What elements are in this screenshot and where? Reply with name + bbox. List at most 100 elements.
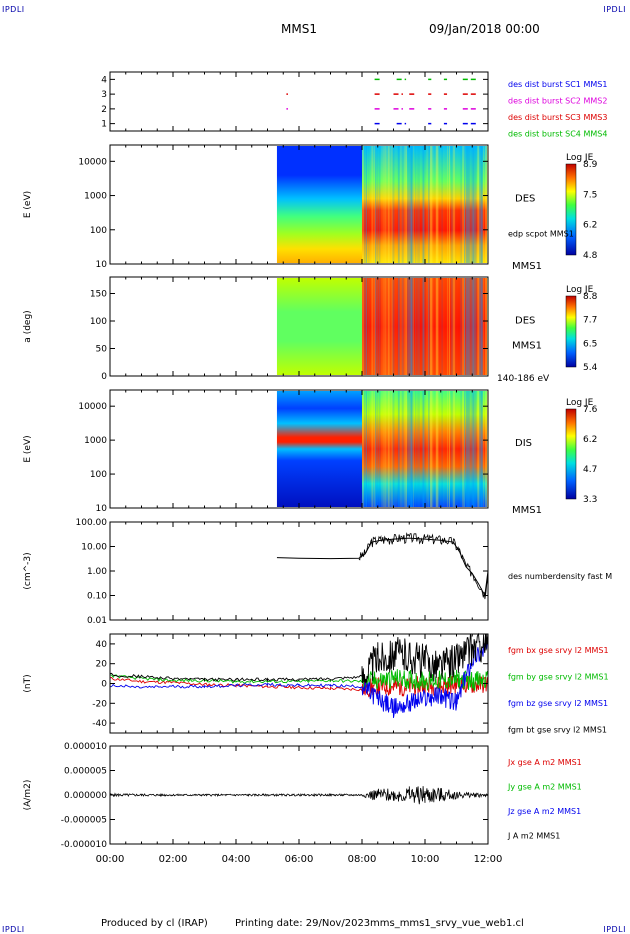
- y-tick-label: 1: [101, 120, 107, 130]
- des-energy-striation: [420, 146, 423, 263]
- des-pitch-striation: [426, 278, 430, 375]
- current-ylabel: (A/m2): [23, 780, 33, 811]
- des-pitch-striation: [411, 278, 414, 375]
- des-pitch-striation: [403, 278, 406, 375]
- des-pitch-colorbar-tick: 5.4: [583, 363, 598, 373]
- y-tick-label: 100: [90, 317, 107, 327]
- des-pitch-striation: [379, 278, 381, 375]
- fgm-series-by: [109, 669, 489, 692]
- des-pitch-striation: [434, 278, 435, 375]
- dis-energy-striation: [380, 391, 384, 507]
- y-tick-label: 1000: [84, 436, 107, 446]
- fgm-series-bz: [109, 638, 489, 718]
- des-energy-striation: [375, 146, 377, 263]
- des-energy-striation: [407, 146, 409, 263]
- des-pitch-quiet-region: [276, 278, 362, 375]
- des-pitch-ylabel: a (deg): [23, 310, 33, 342]
- dis-energy-striation: [403, 391, 406, 507]
- time-tick-label: 06:00: [285, 854, 314, 865]
- burst-legend-entry: des dist burst SC3 MMS3: [508, 113, 607, 122]
- des-energy-striation: [382, 146, 386, 263]
- fgm-ylabel: (nT): [23, 674, 33, 692]
- dis-energy-species-label: DIS: [515, 438, 532, 449]
- des-pitch-striation: [430, 278, 433, 375]
- dis-energy-striation: [471, 391, 475, 507]
- fgm-series-bx: [109, 674, 489, 698]
- des-energy-colorbar-tick: 6.2: [583, 221, 597, 231]
- y-tick-label: 10: [96, 504, 108, 514]
- des-energy-striation: [403, 146, 406, 263]
- des-energy-ylabel: E (eV): [23, 191, 33, 218]
- dis-energy-striation: [371, 391, 373, 507]
- des-pitch-striation: [416, 278, 420, 375]
- dis-energy-striation: [365, 391, 367, 507]
- dis-energy-striation: [388, 391, 390, 507]
- des-energy-striation: [439, 146, 441, 263]
- y-tick-label: 0.000005: [64, 767, 107, 777]
- des-energy-striation: [362, 146, 364, 263]
- des-pitch-striation: [447, 278, 449, 375]
- dis-energy-active-region: [362, 391, 487, 507]
- des-energy-striation: [464, 146, 466, 263]
- dis-energy-striation: [379, 391, 381, 507]
- des-energy-striation: [396, 146, 398, 263]
- des-energy-striation: [473, 146, 477, 263]
- des-pitch-striation: [481, 278, 483, 375]
- des-pitch-striation: [448, 278, 450, 375]
- des-energy-striation: [460, 146, 463, 263]
- des-pitch-striation: [367, 278, 370, 375]
- des-energy-striation: [426, 146, 430, 263]
- des-energy-striation: [413, 146, 415, 263]
- des-pitch-striation: [394, 278, 397, 375]
- time-tick-label: 02:00: [159, 854, 188, 865]
- des-energy-striation: [482, 146, 485, 263]
- des-energy-striation: [416, 146, 420, 263]
- des-pitch-striation: [458, 278, 460, 375]
- des-pitch-striation: [414, 278, 417, 375]
- des-pitch-striation: [460, 278, 463, 375]
- des-energy-striation: [443, 146, 445, 263]
- dis-energy-instrument-label: MMS1: [512, 505, 542, 516]
- y-tick-label: 10.00: [81, 543, 107, 553]
- des-energy-colorbar-tick: 8.9: [583, 160, 598, 170]
- y-tick-label: 1000: [84, 192, 107, 202]
- des-pitch-striation: [424, 278, 427, 375]
- dis-energy-striation: [362, 391, 364, 507]
- des-energy-striation: [447, 146, 449, 263]
- des-energy-striation: [471, 146, 475, 263]
- dis-energy-colorbar-tick: 7.6: [583, 405, 598, 415]
- des-pitch-striation: [407, 278, 409, 375]
- des-pitch-active-region: [362, 278, 487, 375]
- y-tick-label: 100.00: [76, 518, 108, 528]
- dis-energy-striation: [373, 391, 376, 507]
- des-energy-striation: [390, 146, 394, 263]
- spacecraft-title: MMS1: [281, 22, 317, 36]
- y-tick-label: -0.000005: [61, 816, 107, 826]
- dis-energy-striation: [363, 391, 366, 507]
- des-pitch-striation: [373, 278, 376, 375]
- dis-energy-striation: [467, 391, 470, 507]
- dis-energy-striation: [390, 391, 394, 507]
- time-tick-label: 00:00: [96, 854, 125, 865]
- des-energy-striation: [414, 146, 417, 263]
- des-energy-striation: [418, 146, 420, 263]
- des-energy-striation: [392, 146, 395, 263]
- des-pitch-striation: [396, 278, 398, 375]
- current-series-J: [109, 786, 489, 805]
- density-series-line: [276, 537, 489, 598]
- des-energy-striation: [434, 146, 435, 263]
- dis-energy-striation: [424, 391, 427, 507]
- dis-energy-striation: [475, 391, 477, 507]
- footer-filename: mms_mms1_srvy_vue_web1.cl: [370, 918, 524, 929]
- dis-energy-striation: [386, 391, 390, 507]
- dis-energy-striation: [452, 391, 456, 507]
- dis-energy-ylabel: E (eV): [23, 435, 33, 462]
- dis-energy-striation: [462, 391, 465, 507]
- des-pitch-striation: [428, 278, 430, 375]
- des-pitch-striation: [484, 278, 488, 375]
- des-pitch-striation: [392, 278, 395, 375]
- y-tick-label: 0: [101, 372, 107, 382]
- dis-energy-striation: [435, 391, 439, 507]
- current-legend-entry: Jy gse A m2 MMS1: [507, 783, 582, 792]
- footer-printing-date: Printing date: 29/Nov/2023: [235, 918, 371, 929]
